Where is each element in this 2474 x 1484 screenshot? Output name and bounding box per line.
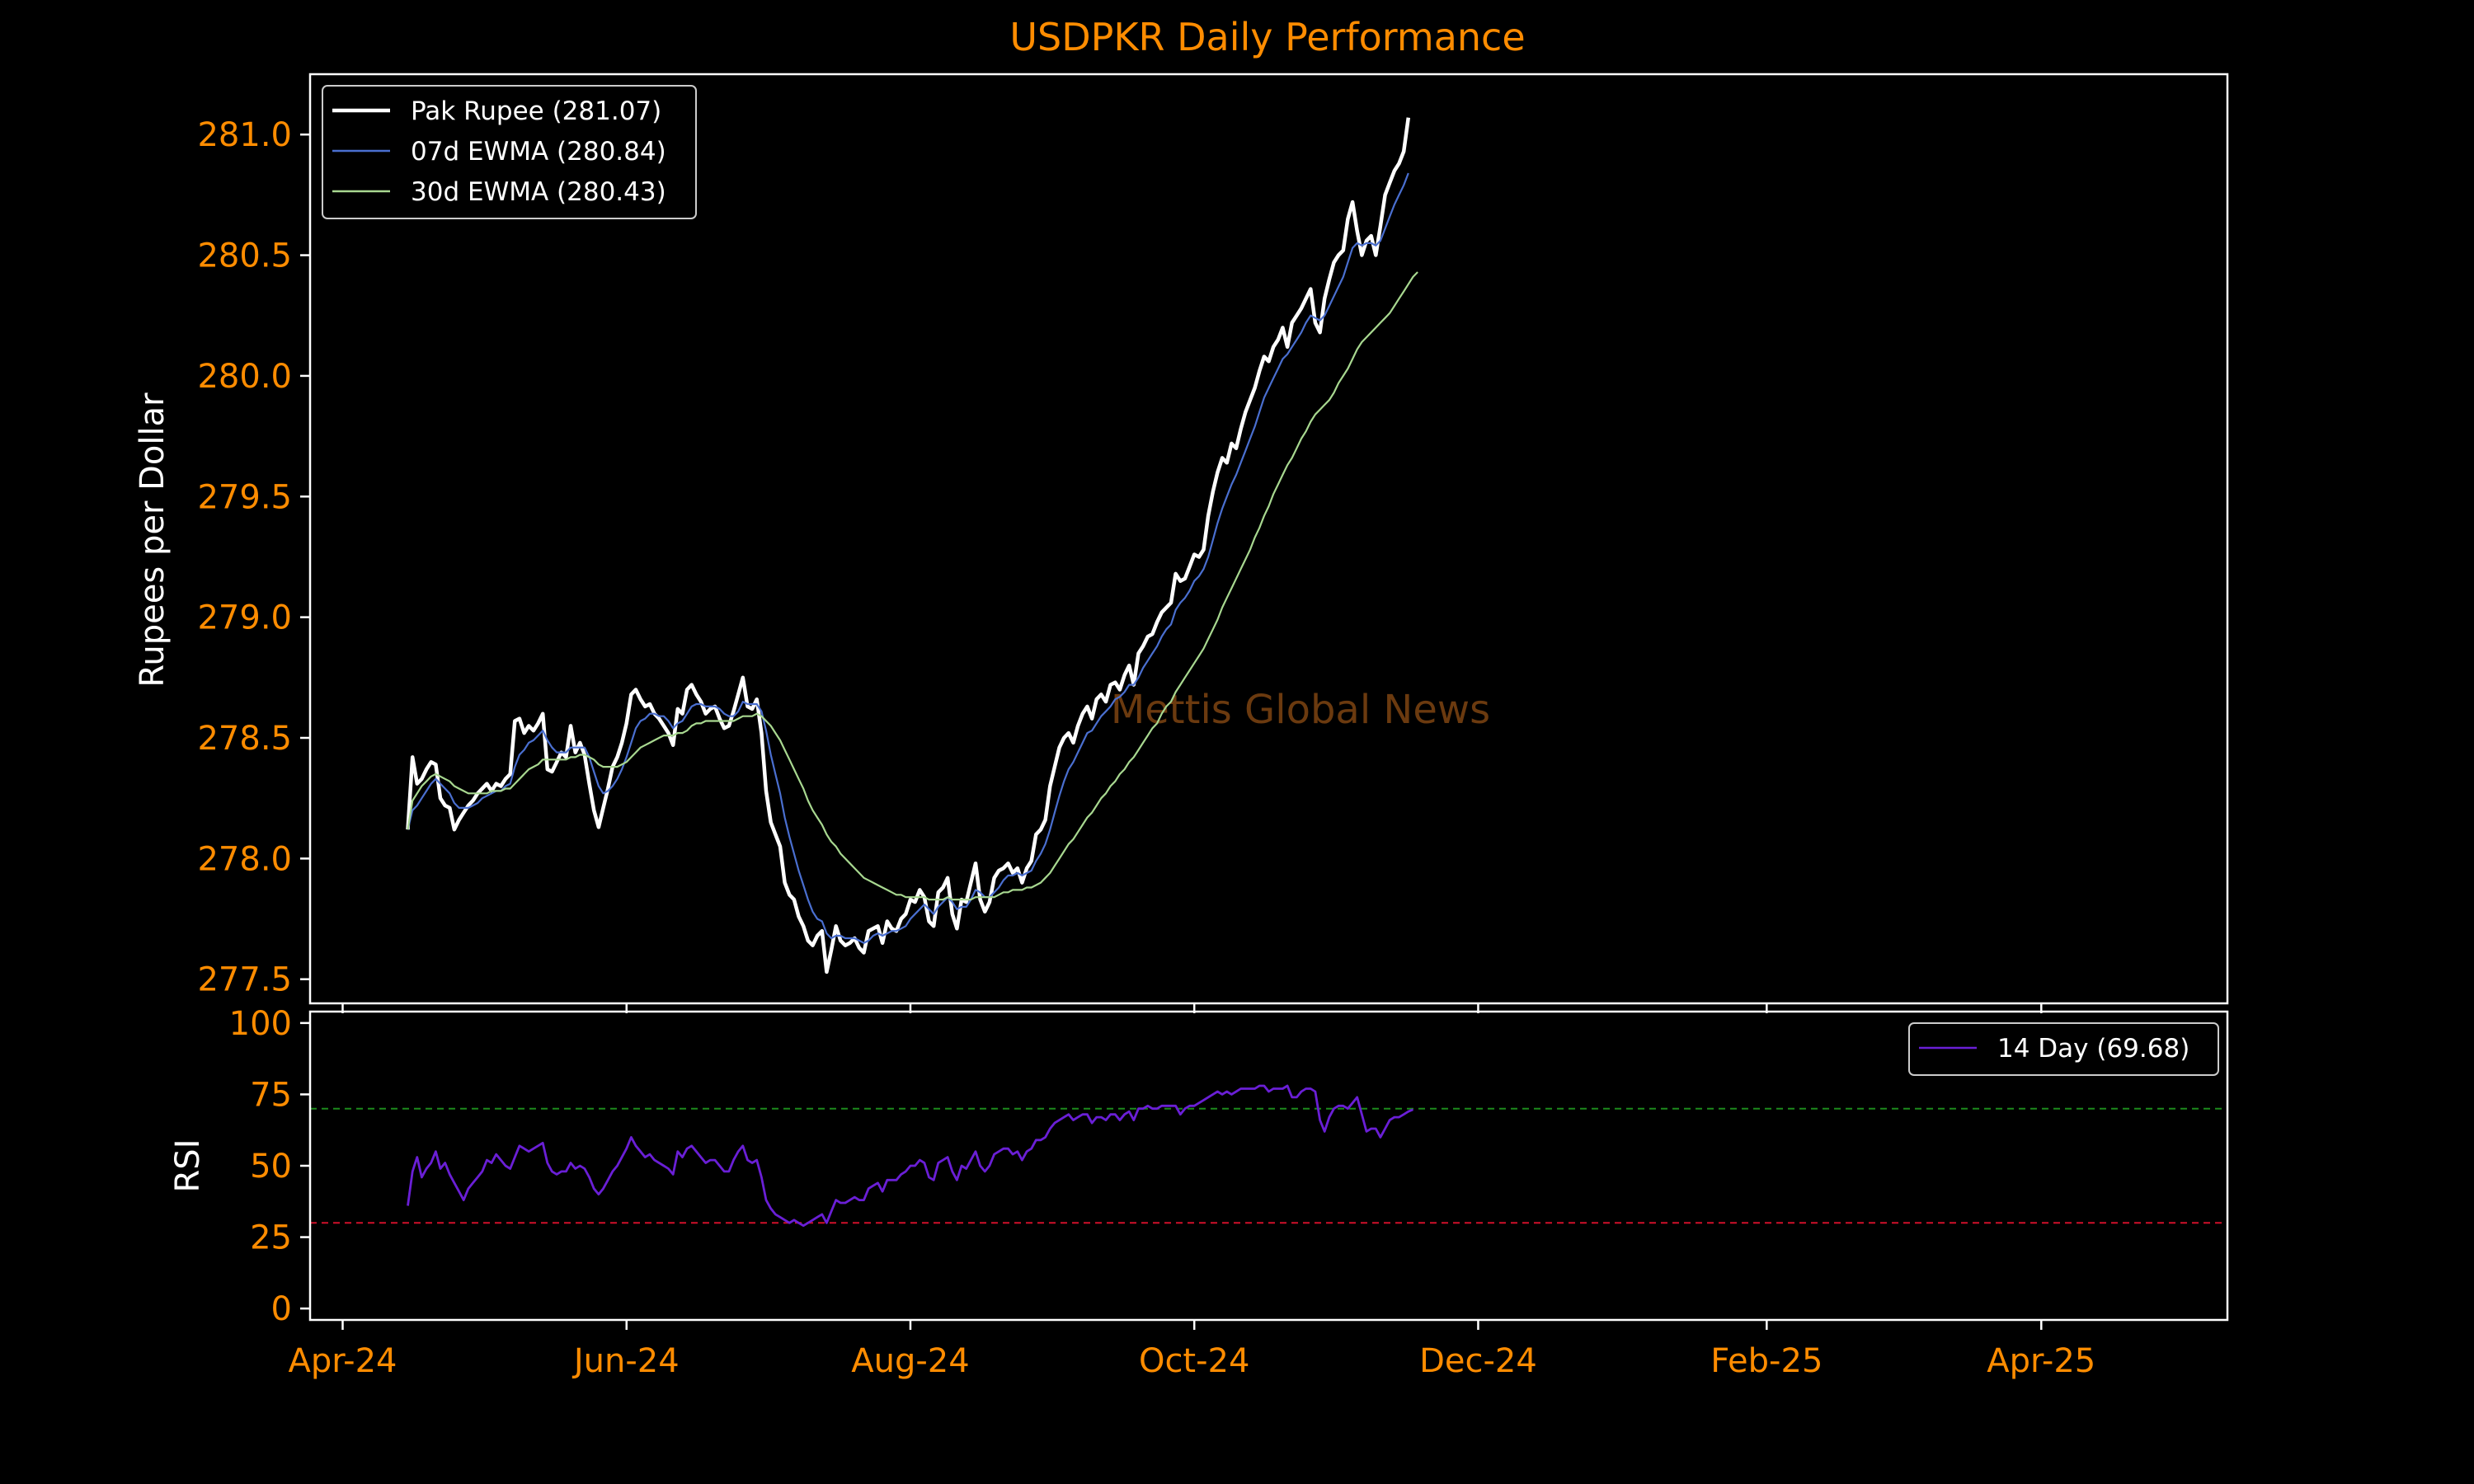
y-tick-label: 279.0 (197, 599, 292, 637)
series-line-0 (406, 117, 1411, 974)
legend-entry-0: 14 Day (69.68) (1997, 1034, 2189, 1064)
y-tick-label: 280.0 (197, 358, 292, 396)
y-tick-label: 277.5 (197, 961, 292, 999)
rsi-legend: 14 Day (69.68) (1908, 1022, 2219, 1076)
price-plot-frame (308, 73, 2229, 1005)
y-tick-label: 279.5 (197, 478, 292, 516)
y-tick-label: 281.0 (197, 116, 292, 154)
y-tick-label: 25 (250, 1219, 292, 1257)
price-plot: 277.5 278.0 278.5 279.0 279.5 280.0 280.5 281.0… (134, 73, 2229, 1005)
rsi-plot: 0 25 50 75 100 RSI 14 Day (69.68) (169, 1005, 2229, 1328)
legend-entry-0: Pak Rupee (281.07) (411, 96, 661, 126)
y-tick-label: 278.0 (197, 840, 292, 878)
legend-box (1908, 1022, 2219, 1076)
x-tick-label: Jun-24 (571, 1342, 680, 1380)
series-line-0 (407, 1084, 1413, 1228)
y-tick-label: 75 (250, 1076, 292, 1114)
series-line-2 (407, 271, 1418, 901)
y-tick-label: 280.5 (197, 237, 292, 275)
price-y-axis-label: Rupees per Dollar (134, 392, 172, 688)
x-tick-label: Dec-24 (1419, 1342, 1537, 1380)
legend-box (322, 85, 697, 219)
rsi-y-axis-label: RSI (169, 1139, 207, 1193)
y-tick-label: 278.5 (197, 720, 292, 758)
legend-entry-1: 07d EWMA (280.84) (411, 137, 666, 167)
x-axis: Apr-24 Jun-24 Aug-24 Oct-24 Dec-24 Feb-25 Apr-… (289, 1003, 2095, 1380)
y-tick-label: 50 (250, 1148, 292, 1186)
chart-title: USDPKR Daily Performance (1009, 15, 1525, 59)
price-legend: Pak Rupee (281.07) 07d EWMA (280.84) 30d E… (322, 85, 697, 219)
x-tick-label: Apr-24 (289, 1342, 397, 1380)
watermark: Mettis Global News (1111, 687, 1490, 733)
y-tick-label: 0 (271, 1290, 292, 1328)
series-line-1 (407, 172, 1409, 944)
x-tick-label: Feb-25 (1710, 1342, 1823, 1380)
y-tick-label: 100 (229, 1005, 292, 1043)
x-tick-label: Oct-24 (1139, 1342, 1250, 1380)
x-tick-label: Aug-24 (851, 1342, 969, 1380)
x-tick-label: Apr-25 (1987, 1342, 2095, 1380)
legend-entry-2: 30d EWMA (280.43) (411, 177, 666, 207)
